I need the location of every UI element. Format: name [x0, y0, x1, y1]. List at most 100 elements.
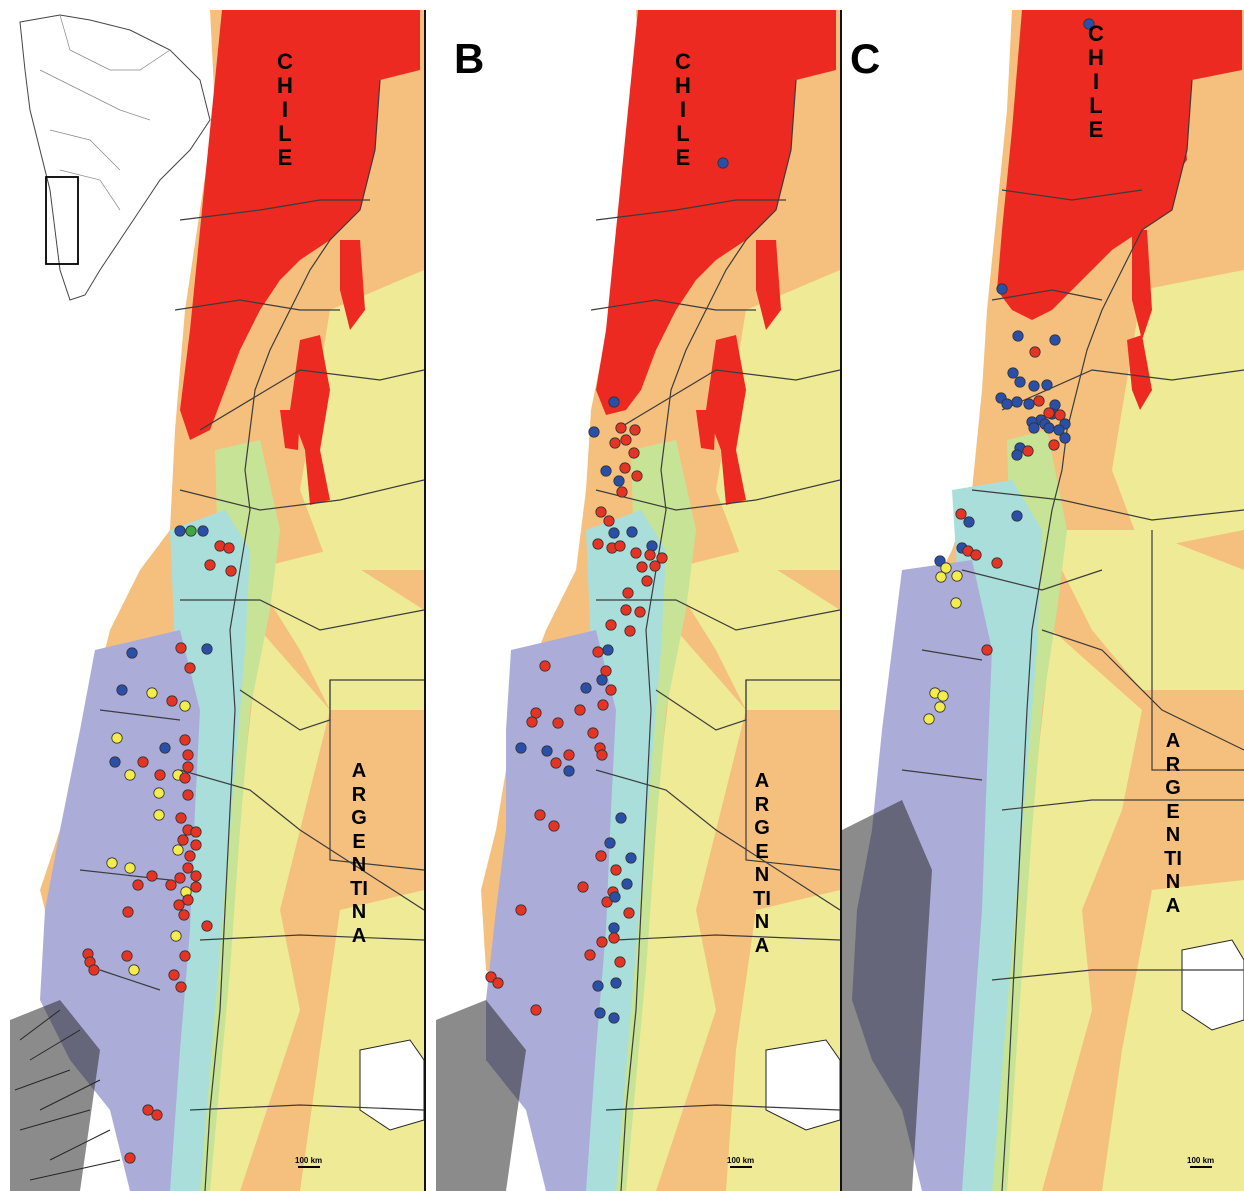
occurrence-point-red [955, 508, 967, 520]
occurrence-point-red [592, 538, 604, 550]
occurrence-point-red [630, 547, 642, 559]
occurrence-point-blue [608, 396, 620, 408]
occurrence-points-a [82, 525, 237, 1164]
occurrence-point-red [142, 1104, 154, 1116]
occurrence-point-yellow [179, 700, 191, 712]
occurrence-point-red [649, 560, 661, 572]
occurrence-point-red [596, 936, 608, 948]
occurrence-point-red [616, 486, 628, 498]
argentina-label-a: ARGENTINA [350, 760, 368, 947]
scale-line-b [729, 1166, 752, 1168]
occurrence-point-blue [1043, 422, 1055, 434]
occurrence-point-red [622, 587, 634, 599]
occurrence-point-yellow [170, 930, 182, 942]
scale-bar-c: 100 km [1187, 1156, 1214, 1168]
occurrence-point-red [165, 879, 177, 891]
occurrence-point-red [530, 1004, 542, 1016]
inset-map [19, 14, 211, 301]
occurrence-point-blue [594, 1007, 606, 1019]
occurrence-point-blue [625, 852, 637, 864]
occurrence-point-red [154, 769, 166, 781]
scale-bar-a: 100 km [295, 1156, 322, 1168]
occurrence-point-red [628, 447, 640, 459]
occurrence-point-blue [541, 745, 553, 757]
occurrence-point-red [550, 757, 562, 769]
occurrence-point-yellow [128, 964, 140, 976]
occurrence-points-b [485, 157, 729, 1024]
occurrence-point-red [88, 964, 100, 976]
occurrence-point-red [587, 727, 599, 739]
occurrence-point-red [178, 909, 190, 921]
occurrence-point-red [592, 646, 604, 658]
occurrence-point-red [182, 789, 194, 801]
occurrence-point-blue [592, 980, 604, 992]
occurrence-point-blue [596, 674, 608, 686]
occurrence-point-red [1043, 407, 1055, 419]
occurrence-point-red [597, 699, 609, 711]
occurrence-point-blue [515, 742, 527, 754]
occurrence-point-blue [1011, 449, 1023, 461]
occurrence-point-yellow [937, 690, 949, 702]
occurrence-point-blue [1083, 18, 1095, 30]
occurrence-point-red [515, 904, 527, 916]
occurrence-point-blue [588, 426, 600, 438]
occurrence-point-red [624, 625, 636, 637]
occurrence-point-red [492, 977, 504, 989]
occurrence-point-red [577, 881, 589, 893]
scale-label-b: 100 km [727, 1156, 755, 1165]
occurrence-point-blue [1028, 380, 1040, 392]
occurrence-point-red [182, 862, 194, 874]
occurrence-point-red [182, 894, 194, 906]
occurrence-point-blue [608, 527, 620, 539]
occurrence-point-red [190, 870, 202, 882]
occurrence-point-blue [1007, 367, 1019, 379]
occurrence-point-green [185, 525, 197, 537]
occurrence-point-yellow [124, 769, 136, 781]
occurrence-point-blue [1011, 396, 1023, 408]
occurrence-point-blue [613, 475, 625, 487]
occurrence-point-red [122, 906, 134, 918]
occurrence-point-red [177, 834, 189, 846]
occurrence-point-blue [1049, 334, 1061, 346]
occurrence-point-red [563, 749, 575, 761]
occurrence-point-blue [626, 526, 638, 538]
occurrence-point-red [603, 515, 615, 527]
occurrence-point-yellow [124, 862, 136, 874]
occurrence-point-red [619, 462, 631, 474]
occurrence-point-blue [615, 812, 627, 824]
occurrence-point-blue [610, 977, 622, 989]
occurrence-point-blue [116, 684, 128, 696]
south-america-outline [19, 14, 211, 301]
occurrence-point-red [132, 879, 144, 891]
panel-a: A CHILE ARGENTINA 100 km [0, 10, 424, 1191]
argentina-label-c: ARGENTINA [1164, 730, 1182, 917]
scale-line-a [297, 1166, 320, 1168]
occurrence-point-red [574, 704, 586, 716]
occurrence-point-blue [602, 644, 614, 656]
occurrence-point-red [168, 969, 180, 981]
occurrence-point-red [526, 716, 538, 728]
occurrence-point-blue [197, 525, 209, 537]
occurrence-point-red [548, 820, 560, 832]
occurrence-point-red [214, 540, 226, 552]
occurrence-point-red [615, 422, 627, 434]
occurrence-point-red [179, 772, 191, 784]
occurrence-point-blue [996, 283, 1008, 295]
panel-c-letter: C [850, 35, 881, 82]
panel-b: B CHILE ARGENTINA 100 km [426, 10, 840, 1191]
occurrence-point-red [190, 839, 202, 851]
occurrence-point-blue [201, 643, 213, 655]
occurrence-point-blue [563, 765, 575, 777]
occurrence-point-red [605, 619, 617, 631]
occurrence-point-red [146, 870, 158, 882]
occurrence-point-red [1033, 395, 1045, 407]
occurrence-point-blue [1023, 398, 1035, 410]
occurrence-point-blue [646, 540, 658, 552]
occurrence-point-red [190, 826, 202, 838]
chile-label-b: CHILE [675, 49, 691, 170]
occurrence-point-yellow [951, 570, 963, 582]
chile-label-c: CHILE [1088, 21, 1104, 142]
occurrence-point-red [1048, 439, 1060, 451]
occurrence-point-blue [1053, 424, 1065, 436]
occurrence-point-red [584, 949, 596, 961]
